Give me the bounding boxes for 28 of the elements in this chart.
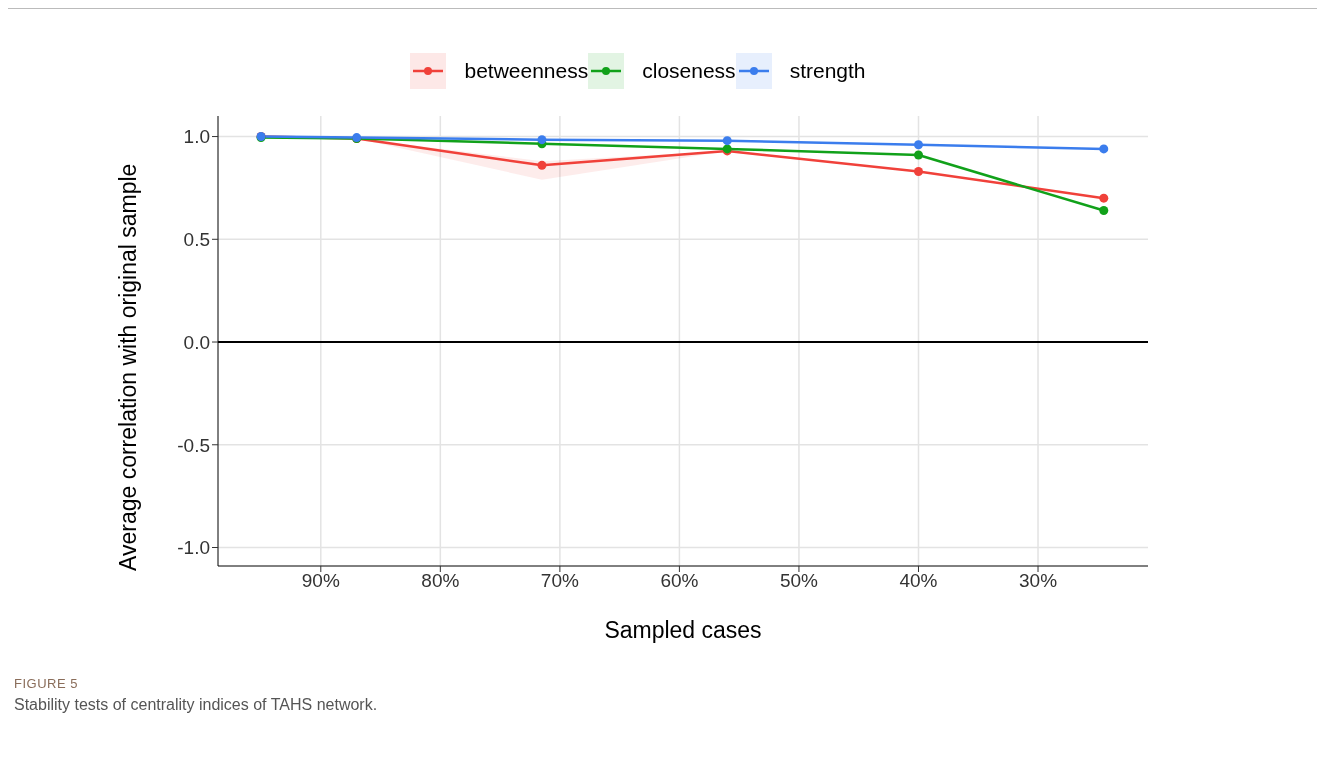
legend-label: strength (789, 59, 866, 83)
point (1099, 193, 1109, 203)
y-tick-label: -0.5 (177, 434, 210, 456)
x-tick-label: 50% (779, 570, 819, 592)
point (913, 150, 923, 160)
y-tick-label: 1.0 (183, 126, 210, 148)
point (913, 140, 923, 150)
x-tick-label: 40% (899, 570, 938, 592)
x-tick-label: 30% (1019, 570, 1058, 592)
x-tick-label: 80% (421, 570, 460, 592)
x-axis-title: Sampled cases (604, 617, 762, 643)
caption: FIGURE 5 (14, 676, 78, 691)
legend-label: betweenness (464, 59, 589, 83)
y-tick-label: -1.0 (177, 537, 210, 559)
point (722, 136, 732, 146)
x-tick-label: 70% (540, 570, 579, 592)
y-tick-label: 0.0 (183, 331, 210, 353)
x-tick-label: 90% (301, 570, 340, 592)
legend-label: closeness (642, 59, 736, 83)
point (537, 135, 547, 145)
text: Stability tests of centrality indices of TAHS network. (14, 696, 378, 714)
y-axis-title: Average correlation with original sample (115, 163, 142, 571)
point (1099, 206, 1109, 216)
point (1099, 144, 1109, 154)
point (913, 166, 923, 176)
point (537, 160, 547, 170)
y-tick-label: 0.5 (183, 229, 210, 251)
x-tick-label: 60% (660, 570, 699, 592)
